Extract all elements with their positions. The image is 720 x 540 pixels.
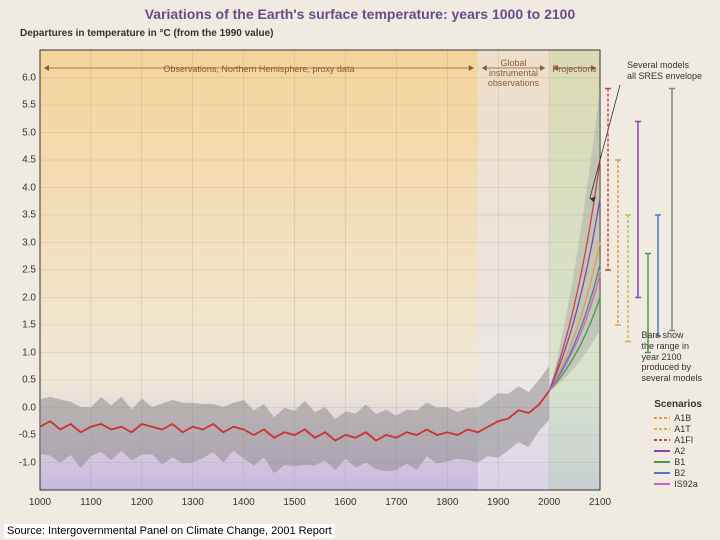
x-tick-label: 2000 bbox=[538, 497, 560, 508]
legend-label: A1FI bbox=[674, 435, 693, 445]
legend-item: B2 bbox=[654, 468, 702, 478]
x-tick-label: 1200 bbox=[131, 497, 153, 508]
bars-note: Bars show the range in year 2100 produce… bbox=[641, 330, 702, 384]
legend-label: A1B bbox=[674, 413, 691, 423]
legend-item: IS92a bbox=[654, 479, 702, 489]
y-tick-label: 1.0 bbox=[0, 347, 36, 358]
y-tick-label: 3.5 bbox=[0, 210, 36, 221]
y-tick-label: 5.5 bbox=[0, 100, 36, 111]
x-tick-label: 1400 bbox=[233, 497, 255, 508]
x-tick-label: 1800 bbox=[436, 497, 458, 508]
x-tick-label: 1500 bbox=[283, 497, 305, 508]
y-tick-label: 3.0 bbox=[0, 237, 36, 248]
x-tick-label: 1900 bbox=[487, 497, 509, 508]
legend-label: A2 bbox=[674, 446, 685, 456]
x-tick-label: 2100 bbox=[589, 497, 611, 508]
legend-swatch bbox=[654, 472, 670, 474]
x-tick-label: 1300 bbox=[182, 497, 204, 508]
y-tick-label: 4.0 bbox=[0, 182, 36, 193]
legend-item: B1 bbox=[654, 457, 702, 467]
legend-swatch bbox=[654, 428, 670, 430]
chart-container: Variations of the Earth's surface temper… bbox=[0, 0, 720, 540]
y-tick-label: 0.0 bbox=[0, 402, 36, 413]
y-tick-label: 5.0 bbox=[0, 127, 36, 138]
region-label: Global instrumental observations bbox=[482, 58, 545, 88]
y-tick-label: 1.5 bbox=[0, 320, 36, 331]
region-label: Projections bbox=[545, 64, 605, 74]
scenarios-legend: Scenarios A1BA1TA1FIA2B1B2IS92a bbox=[654, 399, 702, 490]
y-tick-label: -1.0 bbox=[0, 457, 36, 468]
source-label: Source: Intergovernmental Panel on Clima… bbox=[4, 524, 335, 538]
legend-label: IS92a bbox=[674, 479, 698, 489]
legend-label: A1T bbox=[674, 424, 691, 434]
legend-title: Scenarios bbox=[654, 399, 702, 410]
legend-item: A1B bbox=[654, 413, 702, 423]
legend-label: B2 bbox=[674, 468, 685, 478]
legend-swatch bbox=[654, 483, 670, 485]
y-tick-label: 6.0 bbox=[0, 72, 36, 83]
legend-item: A2 bbox=[654, 446, 702, 456]
y-tick-label: 2.0 bbox=[0, 292, 36, 303]
y-tick-label: 2.5 bbox=[0, 265, 36, 276]
x-tick-label: 1700 bbox=[385, 497, 407, 508]
plot-svg bbox=[0, 0, 720, 540]
y-tick-label: 0.5 bbox=[0, 375, 36, 386]
legend-label: B1 bbox=[674, 457, 685, 467]
models-label: Several models all SRES envelope bbox=[627, 60, 702, 82]
x-tick-label: 1600 bbox=[334, 497, 356, 508]
region-label: Observations, Northern Hemisphere, proxy… bbox=[44, 64, 474, 74]
legend-swatch bbox=[654, 450, 670, 452]
legend-swatch bbox=[654, 417, 670, 419]
x-tick-label: 1000 bbox=[29, 497, 51, 508]
legend-swatch bbox=[654, 461, 670, 463]
y-tick-label: -0.5 bbox=[0, 430, 36, 441]
legend-swatch bbox=[654, 439, 670, 441]
legend-item: A1FI bbox=[654, 435, 702, 445]
x-tick-label: 1100 bbox=[80, 497, 102, 508]
legend-item: A1T bbox=[654, 424, 702, 434]
y-tick-label: 4.5 bbox=[0, 155, 36, 166]
